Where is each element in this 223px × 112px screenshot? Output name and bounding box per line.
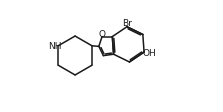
Text: O: O — [99, 29, 105, 38]
Text: Br: Br — [122, 19, 132, 28]
Text: NH: NH — [48, 42, 61, 51]
Text: OH: OH — [142, 48, 156, 57]
